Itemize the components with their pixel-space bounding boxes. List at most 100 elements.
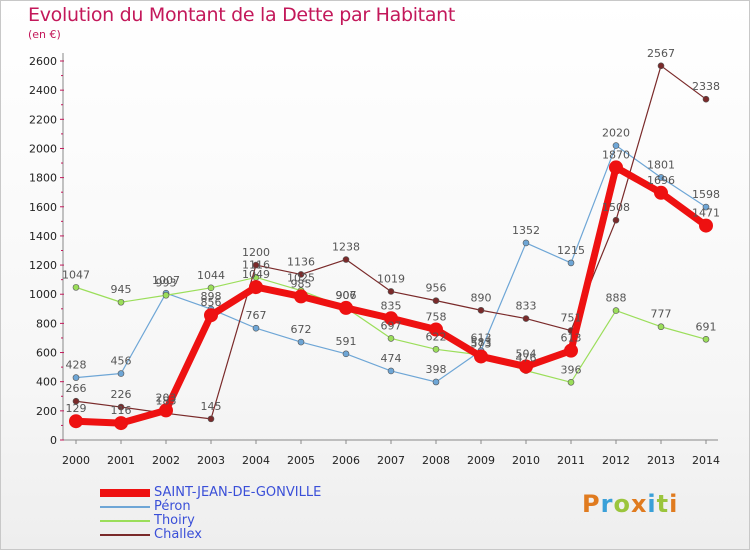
data-label: 613 [471,332,492,345]
x-tick-label: 2009 [467,454,495,467]
data-point [432,297,440,304]
data-point [384,311,398,326]
data-label: 1007 [152,274,180,287]
data-label: 396 [561,363,582,376]
y-tick-label: 400 [36,376,57,389]
data-label: 691 [696,320,717,333]
data-label: 456 [111,355,132,368]
x-tick-label: 2010 [512,454,540,467]
data-point [252,261,260,269]
data-point [69,414,83,429]
data-point [159,403,173,418]
data-label: 835 [381,299,402,312]
y-tick-label: 1200 [29,259,57,272]
y-tick-label: 1000 [29,288,57,301]
data-label: 777 [651,308,672,321]
data-point [657,62,665,70]
x-tick-label: 2005 [287,454,315,467]
data-label: 591 [336,335,357,348]
data-point [432,346,440,353]
data-label: 428 [66,359,87,372]
y-tick-label: 0 [50,434,57,447]
data-label: 833 [516,300,537,313]
data-point [702,335,710,343]
data-label: 476 [516,352,537,365]
data-label: 583 [471,336,492,349]
x-tick-label: 2013 [647,454,675,467]
data-point [249,280,263,295]
data-point [72,284,80,291]
data-label: 1238 [332,241,360,254]
data-point [72,374,80,381]
data-label: 672 [291,323,312,336]
data-label: 907 [336,289,357,302]
y-tick-label: 2600 [29,55,57,68]
x-tick-label: 2003 [197,454,225,467]
data-point [474,349,488,364]
data-point [567,259,575,267]
data-label: 697 [381,319,402,332]
legend-swatch [100,520,150,522]
data-label: 767 [246,309,267,322]
data-label: 398 [426,363,447,376]
data-point [297,338,305,346]
y-tick-label: 2400 [29,84,57,97]
data-point [114,416,128,431]
data-label: 956 [426,282,447,295]
data-point [609,160,623,175]
data-label: 890 [471,291,492,304]
data-point [387,367,395,375]
y-tick-label: 1400 [29,230,57,243]
data-label: 751 [561,312,582,325]
chart-title: Evolution du Montant de la Dette par Hab… [28,4,456,26]
line-chart: 0 200 400 600 800 1000 1200 1400 1600 1800 2000 220… [29,47,720,467]
data-label: 2338 [692,80,720,93]
data-label: 993 [156,276,177,289]
data-label: 856 [201,296,222,309]
data-point [117,403,125,411]
legend-label: Péron [154,499,191,514]
data-label: 1215 [557,244,585,257]
data-point [387,335,395,342]
data-label: 226 [111,388,132,401]
data-point [477,306,485,314]
y-tick-label: 600 [36,347,57,360]
data-label: 945 [111,283,132,296]
data-label: 573 [471,337,492,350]
data-label: 145 [201,400,222,413]
data-point [567,378,575,386]
data-point [657,323,665,331]
legend-label: Thoiry [154,513,195,528]
data-point [294,289,308,304]
data-point [699,218,713,233]
data-point [297,271,305,278]
data-label: 1049 [242,268,270,281]
y-tick-label: 1800 [29,172,57,185]
data-point [432,378,440,386]
data-label: 1801 [647,158,675,171]
data-point [612,216,620,224]
data-label: 1025 [287,272,315,285]
x-tick-label: 2007 [377,454,405,467]
data-point [117,370,125,377]
data-label: 1508 [602,201,630,214]
data-point [702,95,710,103]
data-label: 1471 [692,207,720,220]
y-tick-label: 1600 [29,201,57,214]
data-point [207,284,215,292]
y-tick-label: 800 [36,317,57,330]
data-label: 1047 [62,268,90,281]
x-tick-label: 2000 [62,454,90,467]
data-point [342,350,350,358]
data-point [387,288,395,295]
data-label: 1598 [692,188,720,201]
data-point [612,142,620,149]
legend-label: SAINT-JEAN-DE-GONVILLE [154,485,322,500]
data-point [522,315,530,322]
data-point [519,359,533,374]
x-tick-label: 2004 [242,454,270,467]
data-point [702,203,710,211]
data-label: 1200 [242,246,270,259]
data-label: 504 [516,348,537,361]
